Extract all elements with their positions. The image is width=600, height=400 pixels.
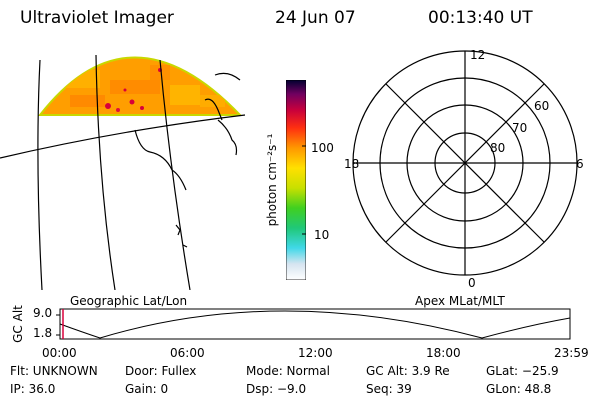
caption-apex: Apex MLat/MLT — [415, 294, 505, 308]
info-gain: Gain: 0 — [125, 382, 169, 396]
coastlines — [0, 54, 246, 290]
aurora-texture — [60, 65, 225, 112]
time-tick-0000: 00:00 — [42, 346, 77, 360]
mlt-label-12: 12 — [470, 48, 485, 62]
lat-label-70: 70 — [512, 121, 527, 135]
colorbar — [286, 80, 306, 280]
colorbar-tick-100: 100 — [311, 141, 334, 155]
mlt-label-0: 0 — [468, 276, 476, 290]
time-tick-1200: 12:00 — [298, 346, 333, 360]
app-title: Ultraviolet Imager — [20, 8, 174, 28]
info-dsp: Dsp: −9.0 — [246, 382, 307, 396]
info-ip: IP: 36.0 — [10, 382, 56, 396]
lat-label-80: 80 — [490, 141, 505, 155]
colorbar-tick-10: 10 — [314, 228, 330, 242]
alt-tick-9: 9.0 — [33, 306, 53, 320]
caption-geographic: Geographic Lat/Lon — [70, 294, 188, 308]
date-label: 24 Jun 07 — [275, 8, 356, 28]
colorbar-label: photon cm⁻²s⁻¹ — [265, 133, 279, 227]
time-tick-2359: 23:59 — [554, 346, 589, 360]
info-mode: Mode: Normal — [246, 364, 330, 378]
mlt-label-18: 18 — [344, 157, 359, 171]
lat-label-60: 60 — [534, 99, 549, 113]
info-seq: Seq: 39 — [366, 382, 412, 396]
altitude-plot — [56, 308, 571, 340]
time-tick-0600: 06:00 — [170, 346, 205, 360]
altitude-curve — [59, 310, 571, 339]
geographic-map — [0, 54, 246, 290]
mlt-label-6: 6 — [576, 157, 584, 171]
info-glon: GLon: 48.8 — [486, 382, 552, 396]
info-door: Door: Fullex — [125, 364, 197, 378]
info-gc-alt: GC Alt: 3.9 Re — [366, 364, 450, 378]
alt-ylabel: GC Alt — [11, 305, 25, 343]
info-flight: Flt: UNKNOWN — [10, 364, 98, 378]
alt-tick-1-8: 1.8 — [33, 326, 53, 340]
info-glat: GLat: −25.9 — [486, 364, 559, 378]
polar-plot: 12 18 6 0 60 70 80 — [344, 48, 584, 290]
time-label: 00:13:40 UT — [428, 8, 533, 28]
time-tick-1800: 18:00 — [426, 346, 461, 360]
